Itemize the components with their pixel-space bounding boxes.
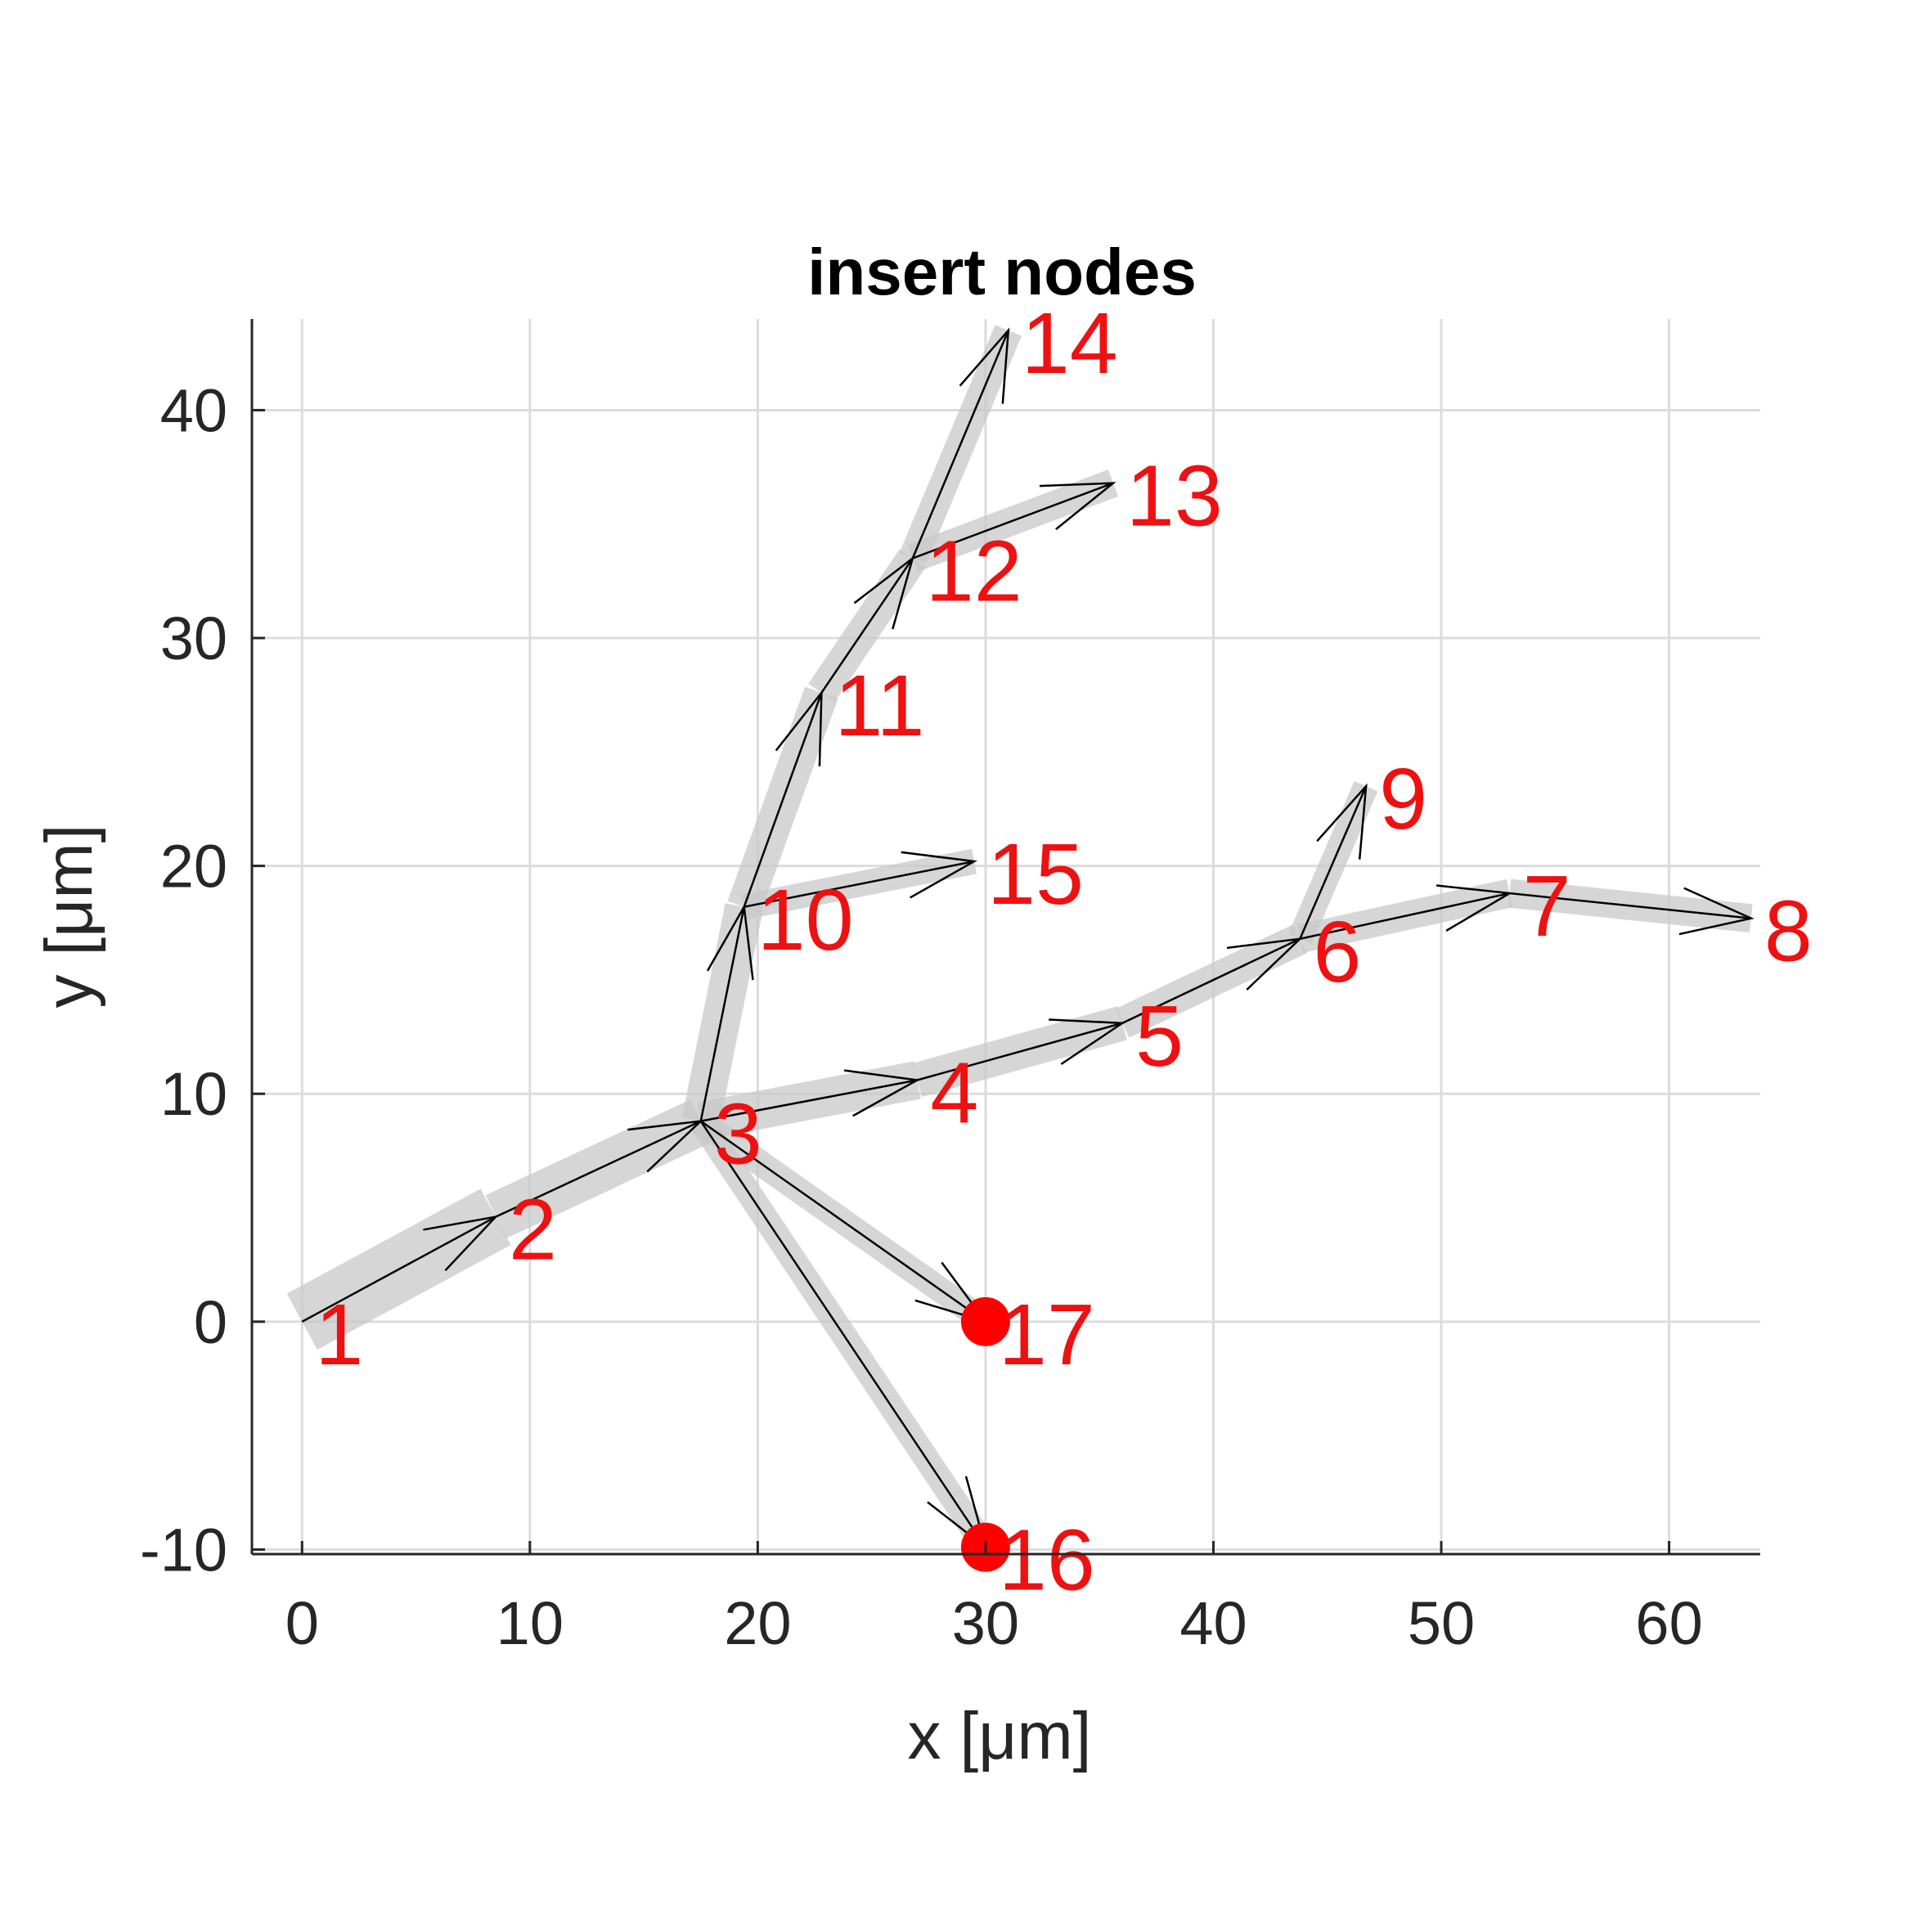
- node-label-10: 10: [757, 872, 854, 968]
- arrow-shaft-10-15: [744, 860, 975, 909]
- arrow-head-10-15: [901, 851, 977, 899]
- inserted-node-marker-17: [960, 1296, 1010, 1346]
- arrow-shaft-3-17: [700, 1120, 986, 1323]
- node-label-13: 13: [1126, 448, 1223, 545]
- x-tick-label: 30: [952, 1589, 1019, 1657]
- y-tick-label: 30: [160, 604, 227, 672]
- arrow-shaft-10-11: [743, 692, 823, 908]
- node-label-16: 16: [999, 1512, 1095, 1609]
- node-label-1: 1: [315, 1287, 363, 1383]
- node-label-12: 12: [926, 523, 1022, 620]
- arrow-shaft-5-6: [1121, 937, 1301, 1024]
- arrow-head-6-9: [1316, 783, 1368, 860]
- chart-title: insert nodes: [807, 236, 1197, 308]
- arrow-shaft-6-9: [1299, 785, 1368, 940]
- arrow-shaft-3-10: [699, 906, 745, 1121]
- direction-arrows: [301, 327, 1755, 1550]
- arrow-shaft-7-8: [1509, 892, 1751, 919]
- arrow-shaft-3-4: [700, 1079, 918, 1122]
- x-axis-label: x [μm]: [908, 1699, 1092, 1773]
- node-label-6: 6: [1313, 904, 1361, 1000]
- node-label-2: 2: [509, 1182, 557, 1278]
- node-label-3: 3: [714, 1086, 762, 1183]
- y-tick-label: 20: [160, 833, 227, 901]
- node-label-14: 14: [1022, 295, 1118, 392]
- axes: 0 10 20 30 40 50 60 -10 0 10 20 30 40: [140, 319, 1760, 1657]
- node-label-17: 17: [999, 1287, 1095, 1383]
- x-tick-label: 10: [496, 1589, 564, 1657]
- y-tick-label: -10: [140, 1516, 227, 1584]
- node-label-7: 7: [1523, 858, 1571, 955]
- node-label-5: 5: [1135, 988, 1184, 1085]
- node-label-8: 8: [1764, 883, 1813, 980]
- x-tick-label: 0: [285, 1589, 319, 1657]
- arrow-shaft-12-14: [911, 330, 1009, 559]
- arrow-head-12-13: [1039, 482, 1117, 531]
- y-tick-label: 10: [160, 1060, 227, 1128]
- x-tick-label: 20: [724, 1589, 791, 1657]
- arrow-head-7-8: [1678, 887, 1755, 936]
- x-tick-label: 60: [1635, 1589, 1702, 1657]
- node-label-15: 15: [987, 826, 1084, 923]
- node-label-4: 4: [930, 1045, 978, 1142]
- arrow-shaft-2-3: [495, 1120, 702, 1218]
- arrow-shaft-1-2: [301, 1215, 496, 1323]
- arrow-shaft-4-5: [917, 1022, 1123, 1081]
- y-axis-label: y [μm]: [32, 824, 106, 1009]
- x-tick-label: 50: [1408, 1589, 1475, 1657]
- node-label-11: 11: [834, 658, 924, 754]
- node-label-9: 9: [1379, 751, 1427, 847]
- arrow-shaft-11-12: [820, 557, 914, 694]
- arrow-shaft-12-13: [912, 482, 1114, 559]
- y-tick-label: 40: [160, 376, 227, 444]
- x-tick-label: 40: [1179, 1589, 1247, 1657]
- grid: [252, 319, 1760, 1554]
- arrow-shaft-3-16: [699, 1120, 986, 1548]
- arrow-shaft-6-7: [1300, 892, 1510, 941]
- arrow-head-12-14: [959, 327, 1010, 404]
- y-tick-label: 0: [194, 1288, 227, 1356]
